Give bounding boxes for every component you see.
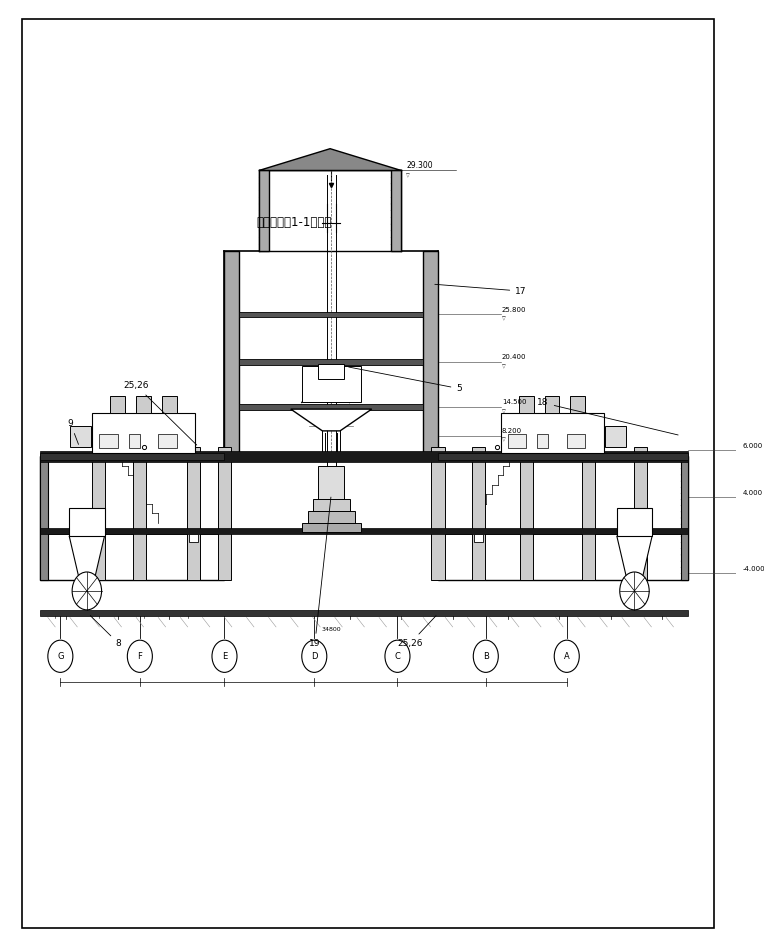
Bar: [474, 534, 483, 542]
Text: 25.800: 25.800: [502, 307, 526, 313]
Bar: [259, 170, 270, 251]
Bar: [302, 366, 361, 402]
Bar: [239, 404, 423, 410]
Bar: [423, 251, 438, 459]
Bar: [537, 434, 549, 448]
Circle shape: [302, 640, 327, 672]
Text: 8: 8: [90, 616, 121, 648]
Bar: [40, 456, 48, 580]
Polygon shape: [291, 409, 372, 431]
Bar: [225, 251, 239, 459]
Bar: [92, 447, 105, 580]
Bar: [99, 434, 118, 448]
Bar: [158, 434, 176, 448]
Bar: [571, 396, 585, 413]
Bar: [133, 447, 147, 580]
Bar: [239, 359, 423, 365]
Text: 6.000: 6.000: [743, 443, 763, 449]
Circle shape: [385, 640, 410, 672]
Text: 25,26: 25,26: [124, 382, 197, 445]
Circle shape: [620, 572, 649, 610]
Text: 8.200: 8.200: [502, 428, 522, 434]
Bar: [582, 447, 595, 580]
Text: 20.400: 20.400: [502, 354, 526, 360]
Circle shape: [72, 572, 102, 610]
Bar: [40, 451, 688, 462]
Text: 19: 19: [309, 497, 331, 648]
Text: 18: 18: [537, 399, 678, 435]
Text: 破粉碎车间1-1剖视图: 破粉碎车间1-1剖视图: [257, 216, 332, 229]
Text: 14.500: 14.500: [502, 400, 526, 405]
Polygon shape: [259, 149, 401, 170]
Text: E: E: [222, 652, 227, 661]
Circle shape: [473, 640, 498, 672]
Bar: [519, 396, 533, 413]
Bar: [308, 511, 354, 523]
Bar: [681, 456, 688, 580]
Text: ▽: ▽: [502, 438, 506, 443]
Text: 5: 5: [348, 367, 462, 393]
Bar: [472, 447, 485, 580]
Text: D: D: [311, 652, 318, 661]
Bar: [605, 426, 626, 447]
Text: G: G: [57, 652, 63, 661]
Bar: [391, 170, 401, 251]
Bar: [270, 170, 391, 251]
Bar: [70, 508, 105, 536]
Bar: [189, 534, 198, 542]
Bar: [617, 508, 652, 536]
Bar: [40, 456, 225, 580]
Text: ▽: ▽: [502, 316, 506, 322]
Text: 4.000: 4.000: [743, 491, 762, 496]
Text: C: C: [394, 652, 400, 661]
Bar: [633, 447, 647, 580]
Polygon shape: [70, 536, 105, 583]
Polygon shape: [617, 536, 652, 583]
Bar: [508, 434, 526, 448]
Text: F: F: [138, 652, 142, 661]
Bar: [567, 434, 585, 448]
Text: A: A: [564, 652, 570, 661]
Bar: [92, 413, 195, 453]
Bar: [438, 456, 688, 580]
Bar: [129, 434, 140, 448]
Bar: [239, 312, 423, 317]
Bar: [40, 610, 688, 616]
Text: ▽: ▽: [406, 173, 410, 179]
Text: 25,26: 25,26: [397, 616, 436, 648]
Bar: [187, 447, 200, 580]
Bar: [500, 413, 604, 453]
Bar: [318, 466, 345, 499]
Bar: [318, 364, 345, 379]
Bar: [432, 447, 445, 580]
Circle shape: [212, 640, 237, 672]
Bar: [218, 447, 231, 580]
Text: 17: 17: [435, 284, 526, 295]
Bar: [302, 523, 361, 532]
Bar: [312, 499, 350, 511]
Bar: [40, 453, 225, 460]
Bar: [162, 396, 176, 413]
Text: 29.300: 29.300: [406, 161, 433, 170]
Text: B: B: [483, 652, 489, 661]
Bar: [545, 396, 559, 413]
Circle shape: [48, 640, 73, 672]
Text: ▽: ▽: [502, 409, 506, 415]
Bar: [70, 426, 90, 447]
Circle shape: [554, 640, 579, 672]
Text: 9: 9: [68, 420, 79, 444]
Text: -4.000: -4.000: [743, 566, 764, 572]
Bar: [111, 396, 125, 413]
Bar: [40, 528, 688, 534]
Bar: [520, 447, 533, 580]
Bar: [438, 453, 688, 460]
Bar: [239, 251, 423, 459]
Text: 34800: 34800: [322, 627, 341, 633]
Bar: [136, 396, 151, 413]
Circle shape: [128, 640, 152, 672]
Text: ▽: ▽: [502, 364, 506, 369]
